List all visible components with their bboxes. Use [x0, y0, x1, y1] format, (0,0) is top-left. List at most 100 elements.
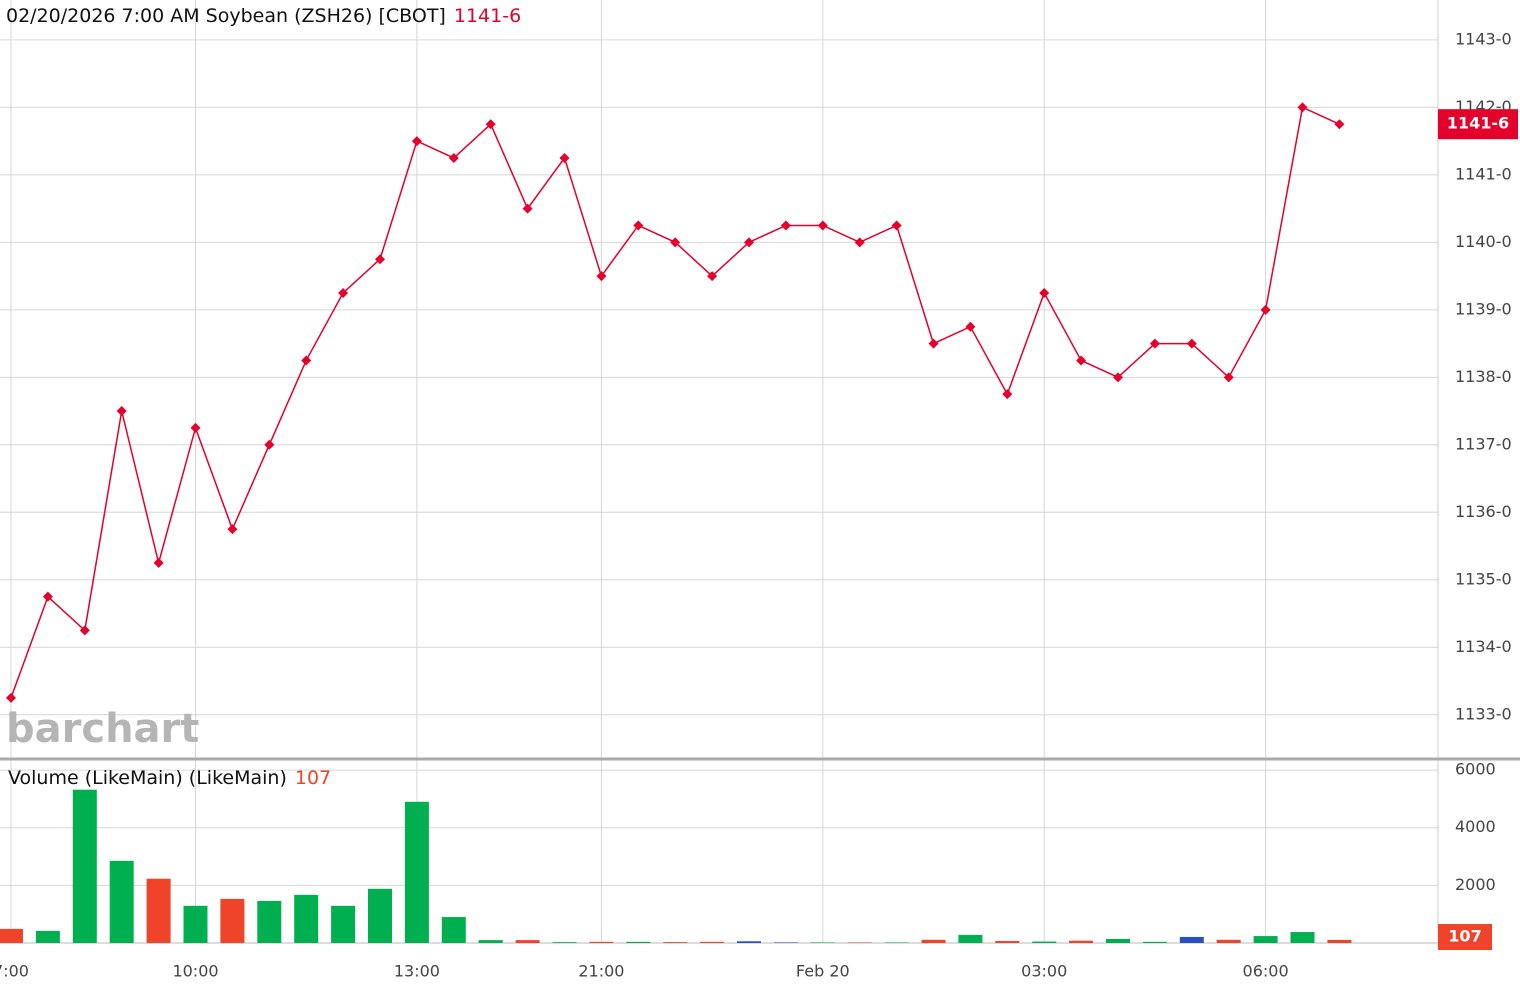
y-tick-label: 1139-0 [1455, 299, 1512, 318]
price-marker [1002, 389, 1013, 400]
last-price-badge [1438, 109, 1518, 140]
volume-bar [146, 878, 171, 943]
price-marker [707, 271, 718, 282]
price-marker [1223, 372, 1234, 383]
price-marker [744, 237, 754, 248]
volume-bar [257, 900, 282, 943]
price-marker [448, 152, 459, 163]
volume-bar [552, 942, 577, 943]
volume-bar [626, 941, 651, 943]
volume-bar [1142, 941, 1167, 943]
volume-bar [72, 789, 97, 943]
price-marker [227, 524, 238, 535]
price-marker [301, 355, 312, 366]
volume-title-text: Volume (LikeMain) (LikeMain) [8, 767, 287, 789]
y-tick-label: 1134-0 [1455, 637, 1512, 656]
price-marker [780, 220, 791, 231]
y-tick-label: 6000 [1455, 760, 1496, 779]
x-tick-label: 03:00 [1021, 962, 1067, 981]
volume-bar [515, 940, 540, 943]
price-line [10, 106, 1340, 699]
price-marker [338, 287, 349, 298]
last-volume-label: 107 [1448, 927, 1481, 946]
volume-bar [404, 801, 429, 943]
volume-bar [737, 941, 761, 943]
price-marker [522, 203, 533, 214]
y-tick-label: 1135-0 [1455, 569, 1512, 588]
price-marker [817, 220, 828, 231]
y-tick-label: 1137-0 [1455, 434, 1512, 453]
price-marker [633, 220, 644, 231]
x-tick-label: 7:00 [0, 962, 29, 981]
price-marker [928, 338, 939, 349]
price-marker [1076, 355, 1087, 366]
price-marker [891, 220, 902, 231]
volume-bar [294, 894, 319, 943]
price-marker [1297, 102, 1308, 113]
price-marker [264, 439, 275, 450]
price-marker [6, 692, 16, 703]
volume-bar [1032, 941, 1057, 943]
price-marker [1260, 304, 1271, 315]
volume-bar [995, 940, 1020, 943]
volume-bar [700, 941, 725, 943]
last-price-label: 1141-6 [1447, 114, 1509, 133]
x-tick-label: 10:00 [172, 962, 218, 981]
price-marker [116, 406, 127, 417]
price-marker [485, 119, 496, 130]
volume-bar [810, 942, 835, 943]
volume-bar [1253, 936, 1278, 943]
volume-bar [109, 860, 134, 943]
y-tick-label: 2000 [1455, 875, 1496, 894]
volume-bar [1179, 936, 1204, 943]
x-tick-label: 21:00 [578, 962, 624, 981]
volume-bar [183, 905, 208, 943]
volume-bar [220, 898, 245, 943]
volume-bar [1069, 940, 1094, 943]
price-marker [1113, 372, 1123, 383]
title-text: 02/20/2026 7:00 AM Soybean (ZSH26) [CBOT… [6, 5, 446, 27]
last-volume-text: 107 [295, 767, 331, 789]
y-tick-label: 1140-0 [1455, 232, 1512, 251]
price-marker [153, 557, 164, 568]
price-marker [854, 237, 865, 248]
price-marker [1334, 119, 1345, 130]
y-tick-label: 1133-0 [1455, 704, 1512, 723]
volume-bar [663, 942, 688, 943]
price-marker [190, 422, 201, 433]
volume-bar [368, 888, 392, 943]
x-tick-label: 06:00 [1243, 962, 1289, 981]
volume-bar [958, 934, 983, 943]
price-marker [79, 625, 90, 636]
volume-bar [1290, 932, 1315, 943]
price-marker [670, 237, 681, 248]
y-tick-label: 1143-0 [1455, 29, 1512, 48]
price-marker [1039, 287, 1050, 298]
volume-bar [884, 942, 909, 943]
volume-bar [1216, 939, 1241, 943]
volume-bar [847, 942, 872, 943]
volume-bar [773, 942, 798, 943]
volume-bar [589, 941, 614, 943]
y-tick-label: 1136-0 [1455, 502, 1512, 521]
y-tick-label: 1138-0 [1455, 367, 1512, 386]
volume-bar [0, 928, 23, 943]
volume-bar [1106, 938, 1130, 943]
volume-bar [478, 940, 503, 943]
x-tick-label: Feb 20 [796, 962, 850, 981]
last-price-text: 1141-6 [454, 5, 521, 27]
price-marker [965, 321, 976, 332]
volume-bar [331, 905, 356, 943]
volume-bar [921, 939, 946, 943]
price-marker [559, 152, 570, 163]
volume-bar [441, 917, 466, 943]
price-marker [1149, 338, 1160, 349]
volume-bar [1327, 939, 1352, 943]
watermark: barchart [6, 706, 199, 752]
price-marker [1186, 338, 1197, 349]
price-marker [42, 591, 53, 602]
price-marker [411, 136, 422, 147]
chart-title: 02/20/2026 7:00 AM Soybean (ZSH26) [CBOT… [6, 5, 521, 27]
volume-bar [35, 930, 60, 943]
